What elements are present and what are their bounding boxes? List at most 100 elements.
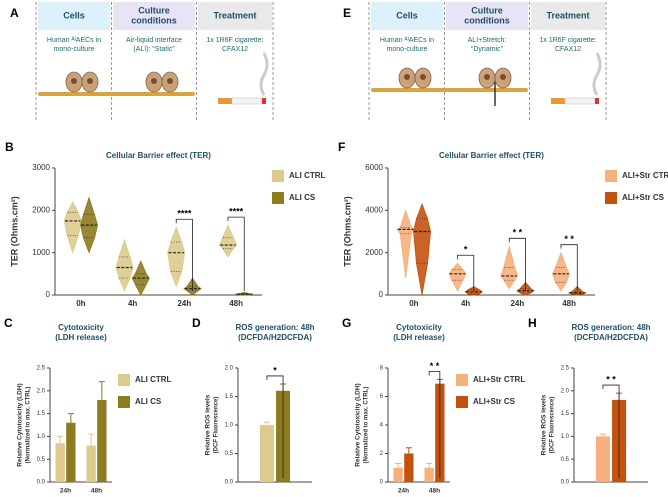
chart-subtitle: (DCFDA/H2DCFDA) — [238, 333, 312, 342]
y-tick-label: 2.0 — [225, 366, 234, 372]
significance-label: **** — [229, 207, 244, 217]
error-bar — [98, 381, 105, 400]
significance-bracket — [602, 384, 620, 478]
legend-swatch — [456, 374, 468, 386]
header-box — [531, 2, 605, 30]
legend-swatch — [605, 170, 617, 182]
panel-letter: C — [4, 316, 13, 330]
significance-bracket — [266, 375, 284, 478]
nucleus — [167, 78, 173, 84]
chart-title: Cytotoxicity — [396, 323, 442, 332]
legend-label: ALI+Str CTRL — [622, 171, 668, 180]
significance-bracket — [428, 371, 441, 478]
y-axis-label: TER (Ohms.cm²) — [9, 196, 19, 267]
significance-label: * * — [606, 374, 616, 384]
x-tick-label: 4h — [128, 299, 137, 308]
chart-title: ROS generation: 48h — [235, 323, 314, 332]
violin — [552, 251, 570, 292]
panel-letter: B — [5, 140, 14, 154]
cigarette-filter — [551, 98, 565, 104]
header-text: Treatment — [213, 10, 256, 20]
panel-letter: F — [338, 140, 345, 154]
header-text: Cells — [63, 10, 85, 20]
y-tick-label: 2 — [380, 451, 384, 457]
header-box — [198, 2, 272, 30]
x-tick-label: 0h — [409, 299, 418, 308]
significance-label: * * — [564, 234, 574, 244]
nucleus — [500, 74, 506, 80]
violin — [413, 202, 431, 296]
error-bar — [263, 421, 270, 425]
bar — [55, 443, 65, 482]
scheme-text: mono-culture — [54, 46, 95, 53]
y-tick-label: 1.0 — [225, 423, 234, 429]
scheme-text: Human ᴬᴵAECs in — [47, 36, 101, 44]
significance-label: **** — [177, 209, 192, 219]
y-axis-label: (DCF Fluorescence) — [214, 397, 220, 454]
legend-label: ALI+Str CS — [622, 193, 665, 202]
bar — [66, 422, 76, 482]
significance-bracket — [508, 237, 526, 291]
x-tick-label: 24h — [398, 488, 409, 495]
x-tick-label: 24h — [510, 299, 524, 308]
header-box — [371, 2, 443, 30]
chart-subtitle: (LDH release) — [393, 333, 445, 342]
header-text: Culture — [138, 5, 170, 15]
chart-title: ROS generation: 48h — [571, 323, 650, 332]
significance-bracket — [227, 216, 245, 291]
x-tick-label: 24h — [60, 488, 71, 495]
panel-letter: D — [192, 316, 201, 330]
legend-swatch — [272, 170, 284, 182]
y-axis-label: Relative Cytotoxicity (LDH) — [355, 383, 362, 466]
header-text: Culture — [471, 5, 503, 15]
header-box — [113, 2, 195, 30]
error-bar — [395, 462, 402, 468]
violin — [218, 224, 237, 258]
header-text: conditions — [131, 15, 177, 25]
panel-letter: E — [343, 6, 351, 20]
x-tick-label: 48h — [229, 299, 243, 308]
header-text: Cells — [396, 10, 418, 20]
bar — [259, 425, 274, 482]
y-axis-label: (DCF Fluorescence) — [550, 397, 556, 454]
y-tick-label: 4000 — [365, 205, 383, 214]
y-tick-label: 6 — [380, 394, 384, 400]
smoke — [592, 52, 602, 96]
violin — [63, 201, 82, 254]
y-tick-label: 0 — [46, 290, 51, 299]
legend-swatch — [605, 192, 617, 204]
error-bar — [88, 433, 95, 446]
legend-label: ALI CS — [135, 397, 162, 406]
x-tick-label: 48h — [562, 299, 576, 308]
bar — [97, 399, 107, 482]
significance-label: * * — [430, 361, 440, 371]
significance-bracket — [175, 218, 193, 291]
violin — [80, 196, 98, 254]
violin — [396, 209, 415, 279]
error-bar — [405, 447, 412, 454]
nucleus — [87, 78, 93, 84]
y-tick-label: 2000 — [365, 248, 383, 257]
smoke — [259, 52, 269, 96]
y-tick-label: 1.5 — [561, 411, 570, 417]
y-tick-label: 2.5 — [37, 366, 46, 372]
error-bar — [57, 435, 64, 444]
y-tick-label: 2.0 — [561, 388, 570, 394]
bar — [393, 467, 403, 482]
scheme-text: CFAX12 — [555, 46, 581, 53]
significance-label: * — [464, 245, 468, 255]
x-tick-label: 48h — [91, 488, 102, 495]
y-tick-label: 0.5 — [37, 457, 46, 463]
scheme-text: ALI+Stretch: — [468, 37, 507, 44]
legend-label: ALI CTRL — [289, 171, 326, 180]
cigarette-filter — [218, 98, 232, 104]
y-tick-label: 0.0 — [561, 480, 570, 486]
chart-subtitle: (DCFDA/H2DCFDA) — [574, 333, 648, 342]
error-bar — [67, 413, 74, 423]
scheme-text: (ALI): “Static” — [133, 46, 175, 53]
scheme-text: “Dynamic” — [471, 46, 504, 53]
y-tick-label: 4 — [380, 423, 384, 429]
cigarette — [231, 97, 263, 105]
nucleus — [420, 74, 426, 80]
chart-title: Cellular Barrier effect (TER) — [439, 151, 544, 160]
